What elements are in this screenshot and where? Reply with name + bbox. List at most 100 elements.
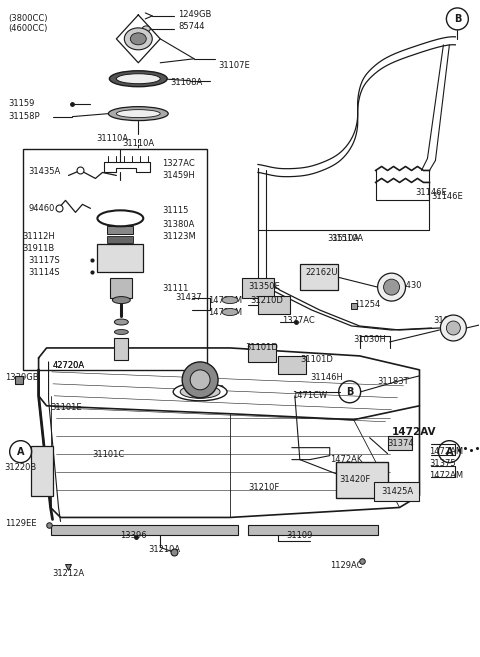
- Bar: [23, 148, 207, 370]
- Ellipse shape: [130, 33, 146, 45]
- Text: 31159: 31159: [9, 99, 35, 108]
- Text: 31117S: 31117S: [29, 256, 60, 265]
- Text: B: B: [454, 14, 461, 24]
- Text: 31510A: 31510A: [332, 234, 364, 243]
- Text: 31101D: 31101D: [245, 344, 278, 352]
- Text: 1472AV: 1472AV: [392, 426, 436, 437]
- Circle shape: [446, 321, 460, 335]
- Text: 1472AM: 1472AM: [208, 296, 242, 305]
- Ellipse shape: [116, 74, 160, 83]
- Text: 31146H: 31146H: [310, 373, 343, 382]
- Text: 31101C: 31101C: [93, 450, 125, 459]
- Text: 31430: 31430: [396, 281, 422, 290]
- Text: A: A: [445, 447, 453, 457]
- Text: 31459H: 31459H: [162, 171, 195, 180]
- Text: 31110A: 31110A: [122, 139, 155, 148]
- Text: 42720A: 42720A: [52, 361, 84, 371]
- Text: 31374: 31374: [387, 439, 414, 448]
- Ellipse shape: [112, 296, 130, 304]
- Bar: [108, 237, 133, 243]
- Text: 1129AC: 1129AC: [330, 561, 362, 570]
- Text: 31101E: 31101E: [50, 403, 82, 413]
- Ellipse shape: [173, 383, 227, 401]
- Text: 31435A: 31435A: [29, 167, 61, 176]
- Ellipse shape: [222, 296, 238, 304]
- Text: 13396: 13396: [120, 531, 147, 540]
- Ellipse shape: [124, 28, 152, 50]
- Text: 1327AC: 1327AC: [282, 315, 314, 325]
- Ellipse shape: [222, 309, 238, 315]
- Ellipse shape: [109, 71, 167, 87]
- Text: 31210D: 31210D: [250, 296, 283, 305]
- Text: 1249GB: 1249GB: [178, 11, 212, 20]
- Text: 1327AC: 1327AC: [162, 159, 195, 168]
- Text: 1472AM: 1472AM: [430, 471, 464, 480]
- Text: 31030H: 31030H: [354, 336, 386, 344]
- Text: 11254: 11254: [354, 300, 380, 309]
- Text: 31110A: 31110A: [96, 134, 129, 143]
- Bar: [114, 338, 128, 360]
- Ellipse shape: [114, 319, 128, 325]
- Text: 31108A: 31108A: [170, 78, 203, 87]
- Text: 1472AM: 1472AM: [430, 447, 464, 456]
- Text: 31210A: 31210A: [148, 545, 180, 554]
- Bar: [278, 356, 306, 374]
- Text: 1339GB: 1339GB: [5, 373, 38, 382]
- Text: 31101D: 31101D: [300, 355, 333, 365]
- Bar: [50, 526, 238, 535]
- Text: 94460: 94460: [29, 204, 55, 213]
- Bar: [31, 445, 52, 495]
- Circle shape: [182, 362, 218, 397]
- Bar: [300, 264, 338, 290]
- Text: 31437: 31437: [175, 292, 202, 302]
- Text: 31510A: 31510A: [328, 234, 360, 243]
- Text: A: A: [17, 447, 24, 457]
- Bar: [248, 344, 276, 362]
- Text: 1472AM: 1472AM: [208, 307, 242, 317]
- Text: 31425A: 31425A: [382, 487, 414, 496]
- Text: 31109: 31109: [286, 531, 312, 540]
- Ellipse shape: [116, 110, 160, 118]
- Bar: [110, 278, 132, 298]
- Ellipse shape: [180, 386, 220, 398]
- Text: 22162U: 22162U: [306, 267, 338, 277]
- Text: 31111: 31111: [162, 284, 189, 292]
- Bar: [97, 244, 144, 272]
- Text: 31420F: 31420F: [340, 475, 371, 484]
- Bar: [108, 226, 133, 235]
- Text: 31010: 31010: [433, 315, 460, 325]
- Bar: [373, 482, 420, 501]
- Bar: [248, 526, 378, 535]
- Bar: [387, 436, 411, 449]
- Text: 42720A: 42720A: [52, 361, 84, 371]
- Text: 31112H: 31112H: [23, 232, 55, 240]
- Text: 31146E: 31146E: [432, 192, 463, 201]
- Circle shape: [384, 279, 399, 295]
- Text: B: B: [346, 387, 353, 397]
- Text: 31375: 31375: [430, 459, 456, 468]
- Bar: [242, 278, 274, 298]
- Text: 31212A: 31212A: [52, 569, 84, 578]
- Text: 85744: 85744: [178, 22, 204, 32]
- Text: 31107E: 31107E: [218, 61, 250, 70]
- Circle shape: [441, 315, 467, 341]
- Text: (4600CC): (4600CC): [9, 24, 48, 34]
- Text: 31350E: 31350E: [248, 282, 280, 290]
- Ellipse shape: [114, 330, 128, 334]
- Text: 1129EE: 1129EE: [5, 519, 36, 528]
- Circle shape: [190, 370, 210, 390]
- Text: 31146E: 31146E: [416, 188, 447, 197]
- Text: 31210F: 31210F: [248, 483, 279, 492]
- Bar: [336, 462, 387, 497]
- Text: (3800CC): (3800CC): [9, 14, 48, 24]
- Text: 31183T: 31183T: [378, 377, 409, 386]
- Text: 31220B: 31220B: [5, 463, 37, 472]
- Text: 31380A: 31380A: [162, 220, 194, 229]
- Text: 31123M: 31123M: [162, 232, 196, 240]
- Text: 31911B: 31911B: [23, 244, 55, 253]
- Text: 31114S: 31114S: [29, 267, 60, 277]
- Ellipse shape: [142, 26, 150, 32]
- Text: 31158P: 31158P: [9, 112, 40, 121]
- Text: 1471CW: 1471CW: [292, 392, 327, 400]
- Text: 31150: 31150: [198, 385, 225, 394]
